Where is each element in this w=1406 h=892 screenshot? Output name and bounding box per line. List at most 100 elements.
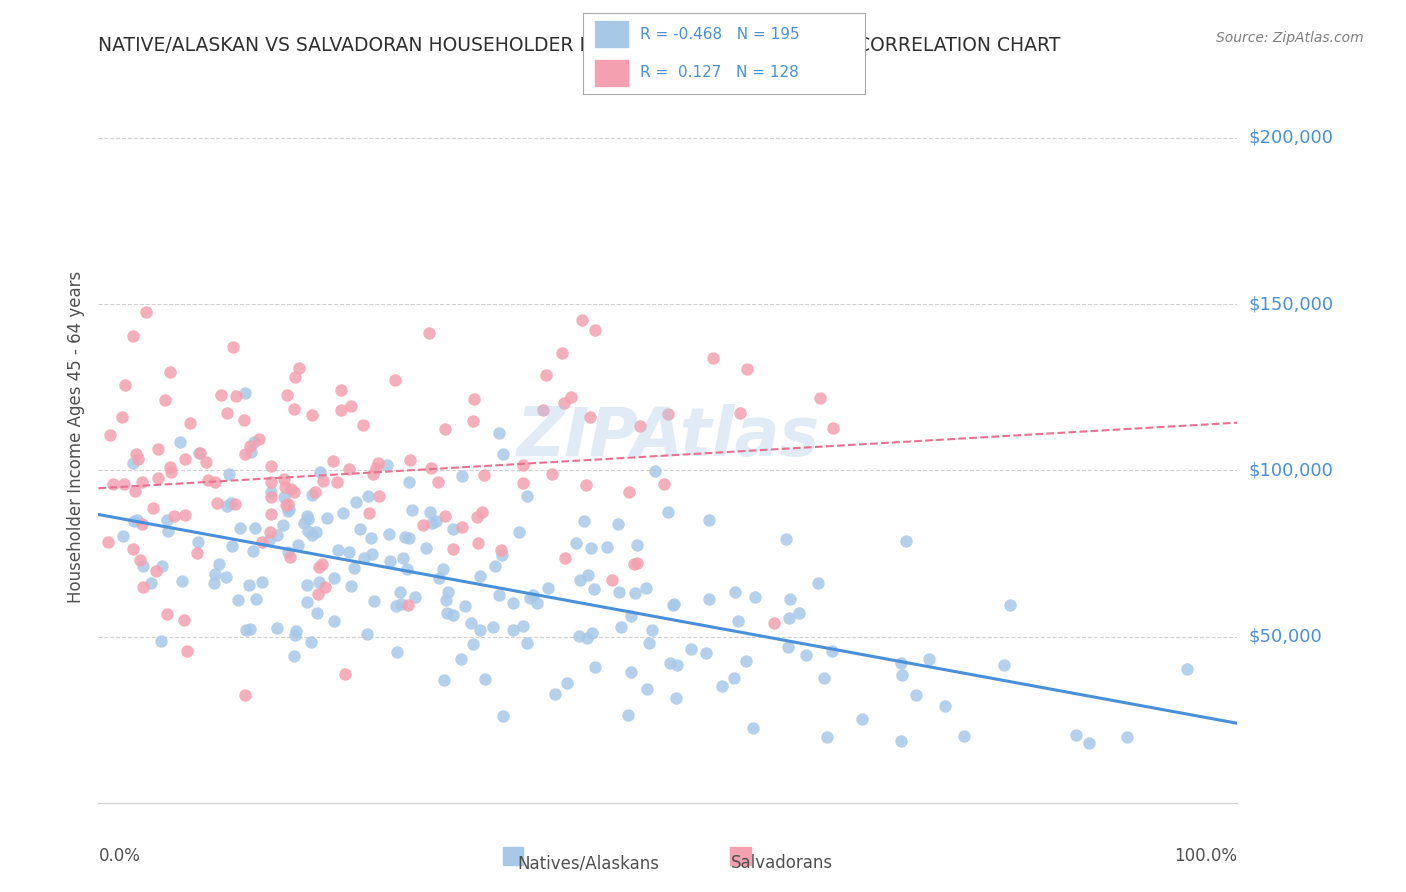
Point — [322, 571, 344, 585]
Point — [122, 541, 145, 556]
Point — [232, 412, 254, 426]
Point — [775, 532, 797, 546]
Point — [274, 480, 297, 494]
Point — [776, 640, 799, 654]
Point — [112, 477, 135, 491]
Point — [998, 598, 1021, 612]
Point — [641, 623, 664, 637]
Point — [339, 579, 361, 593]
Point — [233, 688, 256, 702]
Point — [238, 578, 260, 592]
Text: ZIPAtlas: ZIPAtlas — [516, 404, 820, 470]
Point — [157, 524, 180, 538]
Point — [553, 396, 575, 410]
Point — [623, 558, 645, 572]
Point — [344, 495, 367, 509]
Point — [531, 402, 554, 417]
Point — [638, 636, 661, 650]
Point — [557, 676, 579, 690]
Point — [283, 401, 305, 416]
Point — [146, 442, 169, 456]
Point — [367, 456, 389, 470]
Point — [301, 408, 323, 422]
Point — [330, 403, 353, 417]
Point — [626, 556, 648, 570]
Point — [575, 477, 598, 491]
Point — [228, 520, 250, 534]
Point — [273, 472, 295, 486]
Point — [450, 469, 472, 483]
Point — [252, 575, 274, 590]
Point — [243, 435, 266, 450]
Point — [628, 419, 651, 434]
Point — [576, 631, 599, 645]
Point — [277, 545, 299, 559]
Point — [280, 482, 302, 496]
Point — [468, 569, 491, 583]
Point — [934, 698, 956, 713]
Point — [384, 373, 406, 387]
Point — [502, 596, 524, 610]
Point — [572, 514, 595, 528]
Point — [815, 730, 838, 744]
Point — [139, 576, 162, 591]
Point — [568, 629, 591, 643]
Point — [125, 447, 148, 461]
Point — [744, 591, 766, 605]
Point — [894, 534, 917, 549]
Point — [127, 451, 149, 466]
Point — [554, 551, 576, 566]
Point — [284, 628, 307, 642]
Point — [993, 658, 1015, 673]
Point — [247, 432, 270, 446]
Point — [292, 516, 315, 530]
Point — [488, 588, 510, 602]
Point — [159, 459, 181, 474]
Point — [204, 475, 226, 489]
Point — [260, 491, 283, 505]
Point — [821, 644, 844, 658]
Point — [274, 498, 297, 512]
Point — [295, 595, 318, 609]
Point — [301, 488, 323, 502]
Point — [160, 465, 183, 479]
Point — [187, 446, 209, 460]
Text: $200,000: $200,000 — [1249, 128, 1333, 147]
Point — [239, 439, 262, 453]
Point — [571, 313, 593, 327]
Point — [644, 464, 666, 478]
Point — [240, 445, 263, 459]
Point — [484, 558, 506, 573]
Point — [259, 524, 281, 539]
Point — [312, 475, 335, 489]
Point — [596, 541, 619, 555]
Point — [299, 634, 322, 648]
Point — [173, 614, 195, 628]
Point — [723, 671, 745, 685]
Point — [512, 476, 534, 491]
Point — [288, 361, 311, 376]
Point — [415, 541, 437, 556]
Point — [389, 584, 412, 599]
Point — [131, 516, 153, 531]
Point — [519, 591, 541, 605]
Point — [307, 587, 329, 601]
Point — [905, 688, 928, 702]
Point — [176, 644, 198, 658]
Point — [127, 513, 149, 527]
Point — [742, 721, 765, 735]
Point — [170, 574, 193, 589]
Point — [132, 581, 155, 595]
Point — [217, 406, 239, 420]
Point — [918, 652, 941, 666]
Point — [482, 620, 505, 634]
Point — [142, 500, 165, 515]
Point — [418, 326, 440, 341]
Point — [657, 504, 679, 518]
Point — [149, 634, 172, 648]
Point — [1064, 728, 1087, 742]
Point — [307, 607, 329, 621]
Point — [224, 497, 246, 511]
Text: R =  0.127   N = 128: R = 0.127 N = 128 — [640, 65, 799, 80]
Text: Salvadorans: Salvadorans — [731, 854, 832, 872]
